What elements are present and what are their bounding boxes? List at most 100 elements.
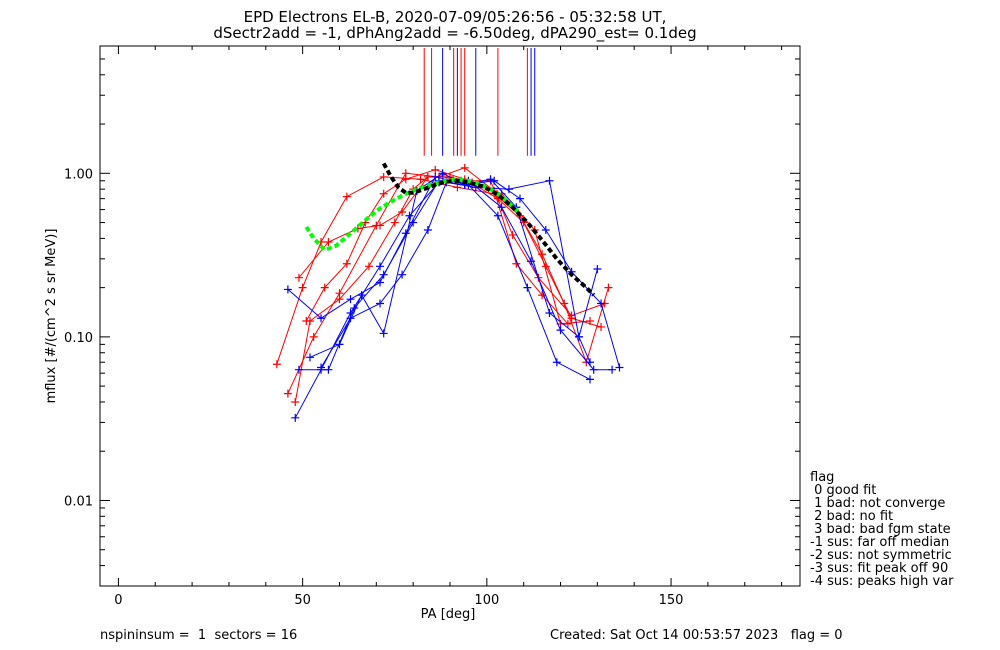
blue-series-point [493, 211, 502, 220]
blue-series-point [335, 340, 344, 349]
blue-series-point [593, 264, 602, 273]
blue-series-point [423, 226, 432, 235]
blue-series-point [379, 270, 388, 279]
red-series-line [276, 176, 609, 365]
x-tick-label: 0 [114, 593, 122, 608]
y-tick-label: 1.00 [64, 167, 93, 182]
y-tick-label: 0.01 [64, 494, 93, 509]
legend-item: -4 sus: peaks high var [810, 574, 954, 589]
red-series-point [342, 192, 351, 201]
blue-series-point [523, 283, 532, 292]
red-series-point [604, 283, 613, 292]
blue-series-point [615, 363, 624, 372]
blue-series-point [376, 262, 384, 271]
peak-marker-lines [423, 48, 536, 156]
blue-series-point [586, 375, 594, 384]
blue-series-point [346, 314, 355, 323]
red-series-point [401, 169, 410, 178]
blue-series-point [608, 365, 617, 374]
legend-item: -1 sus: far off median [810, 535, 949, 550]
blue-series-point [497, 203, 506, 212]
chart-title-line-1: EPD Electrons EL-B, 2020-07-09/05:26:56 … [244, 8, 667, 26]
blue-series-point [586, 358, 594, 367]
red-series-point [563, 319, 572, 328]
blue-series-point [346, 295, 355, 304]
red-series-point [416, 175, 425, 184]
chart-title-line-2: dSectr2add = -1, dPhAng2add = -6.50deg, … [213, 24, 696, 43]
blue-series-point [376, 299, 384, 308]
red-series-point [597, 322, 606, 331]
red-series-point [508, 230, 517, 239]
red-series-point [309, 332, 318, 341]
x-tick-label: 150 [659, 593, 684, 608]
fit-curves [304, 162, 596, 297]
blue-series-point [283, 285, 292, 294]
blue-series-point [541, 226, 550, 235]
blue-series-point [574, 332, 583, 341]
footer-right: Created: Sat Oct 14 00:53:57 2023 flag =… [550, 628, 843, 643]
red-series-point [298, 283, 307, 292]
blue-series-point [589, 365, 598, 374]
red-series-point [379, 189, 388, 198]
blue-series-point [486, 175, 495, 184]
blue-series-point [306, 353, 314, 362]
red-series-line [287, 167, 569, 394]
red-series-point [335, 289, 344, 298]
blue-series-point [409, 218, 418, 227]
red-series-point [364, 262, 373, 271]
black-fit-curve [381, 162, 596, 297]
red-series-point [567, 314, 576, 323]
blue-series-point [552, 358, 561, 367]
x-axis-ticks: 0 50 100 150 [114, 46, 783, 608]
plot-frame [99, 45, 801, 587]
red-series-point [379, 172, 388, 181]
red-series-point [431, 165, 440, 174]
x-axis-label: PA [deg] [421, 607, 476, 622]
blue-series-point [545, 176, 554, 185]
blue-series-point [357, 291, 366, 300]
blue-series-point [556, 326, 565, 335]
blue-series-point [324, 365, 333, 374]
blue-series-point [398, 270, 407, 279]
red-series-point [372, 221, 381, 230]
legend: flag 0 good fit 1 bad: not converge 2 ba… [810, 470, 954, 589]
y-axis-ticks: 0.01 0.10 1.00 [64, 45, 800, 587]
blue-series-point [597, 299, 606, 308]
blue-series-point [291, 413, 300, 422]
red-series-point [460, 163, 469, 172]
blue-series-point [317, 314, 326, 323]
blue-series-point [516, 194, 524, 203]
blue-series-point [438, 169, 447, 178]
footer-left: nspininsum = 1 sectors = 16 [100, 628, 297, 643]
blue-series-point [379, 329, 388, 338]
y-tick-label: 0.10 [64, 331, 93, 346]
legend-item: 1 bad: not converge [810, 496, 945, 511]
red-series-point [291, 397, 300, 406]
blue-series-point [317, 363, 326, 372]
legend-item: 2 bad: no fit [810, 509, 893, 524]
red-series-point [302, 317, 311, 326]
blue-series-point [405, 211, 414, 220]
red-series-point [324, 238, 333, 247]
red-series-point [283, 389, 292, 398]
legend-title: flag [810, 470, 834, 485]
legend-item: -2 sus: not symmetric [810, 548, 952, 563]
y-axis-label: mflux [#/(cm^2 s sr MeV)] [44, 229, 59, 404]
red-series-point [390, 218, 399, 227]
blue-series-point [294, 365, 303, 374]
red-series-point [398, 207, 407, 216]
red-series-point [320, 283, 329, 292]
red-series-point [586, 317, 594, 326]
blue-series-line [309, 172, 598, 358]
blue-series-point [545, 308, 554, 317]
x-tick-label: 50 [294, 593, 311, 608]
red-series-point [272, 360, 281, 369]
red-series-point [538, 291, 547, 300]
red-series-point [294, 273, 303, 282]
legend-item: -3 sus: fit peak off 90 [810, 561, 948, 576]
blue-series-point [504, 185, 513, 194]
red-series-point [423, 172, 432, 181]
red-series-point [342, 259, 351, 268]
legend-item: 0 good fit [810, 483, 876, 498]
